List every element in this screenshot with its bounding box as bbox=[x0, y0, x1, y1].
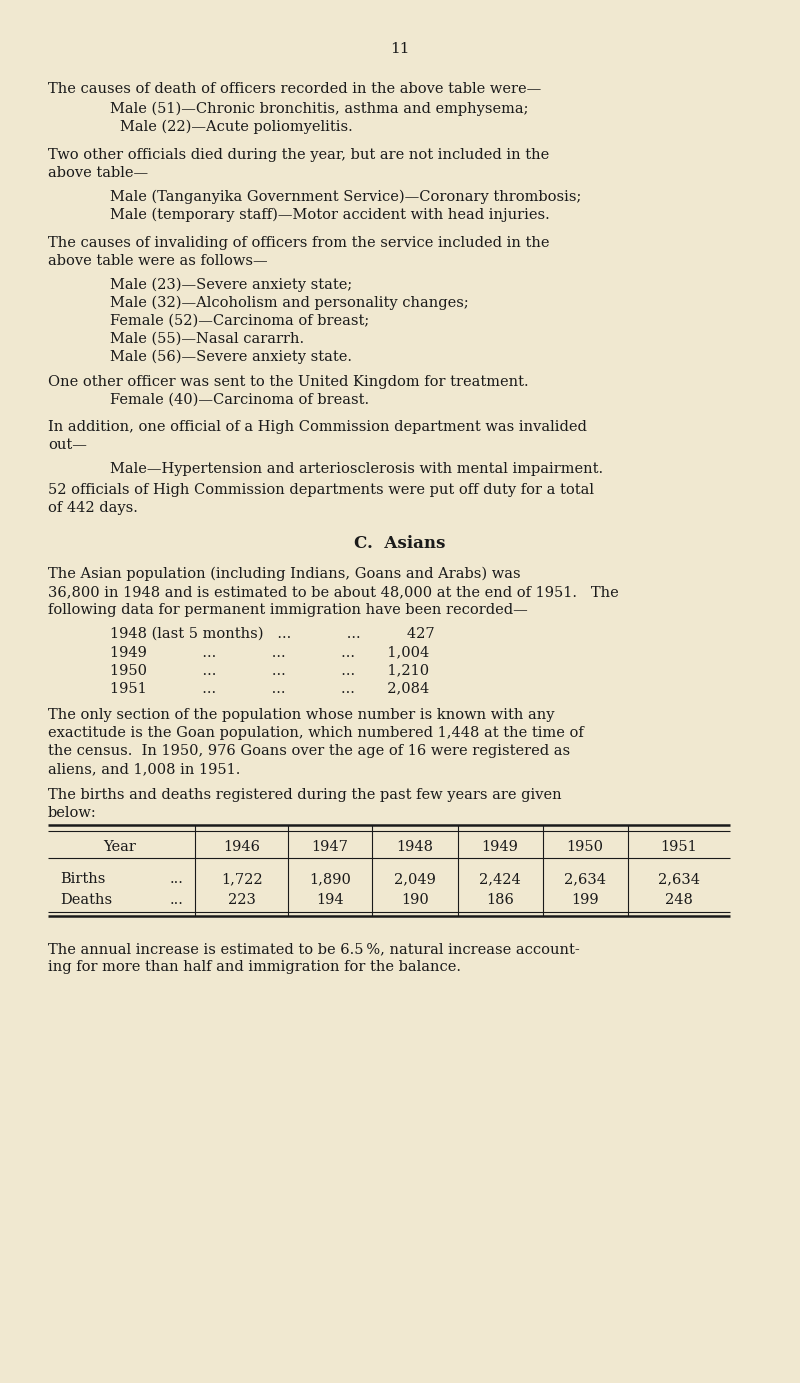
Text: 1946: 1946 bbox=[223, 839, 261, 853]
Text: 223: 223 bbox=[228, 893, 256, 907]
Text: The only section of the population whose number is known with any: The only section of the population whose… bbox=[48, 708, 554, 722]
Text: 1948: 1948 bbox=[397, 839, 434, 853]
Text: Male (55)—Nasal cararrh.: Male (55)—Nasal cararrh. bbox=[110, 332, 304, 346]
Text: 1,722: 1,722 bbox=[221, 873, 263, 887]
Text: 1948 (last 5 months)   ...            ...          427: 1948 (last 5 months) ... ... 427 bbox=[110, 626, 434, 640]
Text: Female (52)—Carcinoma of breast;: Female (52)—Carcinoma of breast; bbox=[110, 314, 370, 328]
Text: 248: 248 bbox=[665, 893, 693, 907]
Text: Two other officials died during the year, but are not included in the: Two other officials died during the year… bbox=[48, 148, 550, 162]
Text: 2,049: 2,049 bbox=[394, 873, 436, 887]
Text: above table were as follows—: above table were as follows— bbox=[48, 254, 268, 268]
Text: of 442 days.: of 442 days. bbox=[48, 501, 138, 514]
Text: C.  Asians: C. Asians bbox=[354, 535, 446, 552]
Text: out—: out— bbox=[48, 438, 87, 452]
Text: 2,634: 2,634 bbox=[564, 873, 606, 887]
Text: Male (Tanganyika Government Service)—Coronary thrombosis;: Male (Tanganyika Government Service)—Cor… bbox=[110, 189, 582, 205]
Text: 2,634: 2,634 bbox=[658, 873, 700, 887]
Text: 2,424: 2,424 bbox=[479, 873, 521, 887]
Text: 1951            ...            ...            ...       2,084: 1951 ... ... ... 2,084 bbox=[110, 680, 430, 696]
Text: aliens, and 1,008 in 1951.: aliens, and 1,008 in 1951. bbox=[48, 762, 240, 776]
Text: 194: 194 bbox=[316, 893, 344, 907]
Text: above table—: above table— bbox=[48, 166, 148, 180]
Text: 52 officials of High Commission departments were put off duty for a total: 52 officials of High Commission departme… bbox=[48, 483, 594, 496]
Text: below:: below: bbox=[48, 806, 97, 820]
Text: 190: 190 bbox=[401, 893, 429, 907]
Text: Deaths: Deaths bbox=[60, 893, 112, 907]
Text: ...: ... bbox=[170, 893, 184, 907]
Text: Female (40)—Carcinoma of breast.: Female (40)—Carcinoma of breast. bbox=[110, 393, 369, 407]
Text: Male (56)—Severe anxiety state.: Male (56)—Severe anxiety state. bbox=[110, 350, 352, 364]
Text: 1950: 1950 bbox=[566, 839, 603, 853]
Text: Births: Births bbox=[60, 873, 106, 887]
Text: The causes of death of officers recorded in the above table were—: The causes of death of officers recorded… bbox=[48, 82, 542, 95]
Text: Male (32)—Alcoholism and personality changes;: Male (32)—Alcoholism and personality cha… bbox=[110, 296, 469, 310]
Text: Male—Hypertension and arteriosclerosis with mental impairment.: Male—Hypertension and arteriosclerosis w… bbox=[110, 462, 603, 476]
Text: following data for permanent immigration have been recorded—: following data for permanent immigration… bbox=[48, 603, 528, 617]
Text: 199: 199 bbox=[571, 893, 599, 907]
Text: The annual increase is estimated to be 6.5 %, natural increase account-: The annual increase is estimated to be 6… bbox=[48, 942, 580, 956]
Text: Male (temporary staff)—Motor accident with head injuries.: Male (temporary staff)—Motor accident wi… bbox=[110, 207, 550, 223]
Text: 1949            ...            ...            ...       1,004: 1949 ... ... ... 1,004 bbox=[110, 644, 430, 660]
Text: Male (51)—Chronic bronchitis, asthma and emphysema;: Male (51)—Chronic bronchitis, asthma and… bbox=[110, 102, 529, 116]
Text: Year: Year bbox=[103, 839, 137, 853]
Text: The births and deaths registered during the past few years are given: The births and deaths registered during … bbox=[48, 788, 562, 802]
Text: 11: 11 bbox=[390, 41, 410, 55]
Text: 1,890: 1,890 bbox=[309, 873, 351, 887]
Text: 186: 186 bbox=[486, 893, 514, 907]
Text: Male (23)—Severe anxiety state;: Male (23)—Severe anxiety state; bbox=[110, 278, 352, 292]
Text: One other officer was sent to the United Kingdom for treatment.: One other officer was sent to the United… bbox=[48, 375, 529, 389]
Text: ing for more than half and immigration for the balance.: ing for more than half and immigration f… bbox=[48, 960, 461, 974]
Text: 36,800 in 1948 and is estimated to be about 48,000 at the end of 1951.   The: 36,800 in 1948 and is estimated to be ab… bbox=[48, 585, 618, 599]
Text: In addition, one official of a High Commission department was invalided: In addition, one official of a High Comm… bbox=[48, 420, 587, 434]
Text: 1947: 1947 bbox=[311, 839, 349, 853]
Text: 1949: 1949 bbox=[482, 839, 518, 853]
Text: ...: ... bbox=[170, 873, 184, 887]
Text: exactitude is the Goan population, which numbered 1,448 at the time of: exactitude is the Goan population, which… bbox=[48, 726, 584, 740]
Text: The causes of invaliding of officers from the service included in the: The causes of invaliding of officers fro… bbox=[48, 236, 550, 250]
Text: 1951: 1951 bbox=[661, 839, 698, 853]
Text: The Asian population (including Indians, Goans and Arabs) was: The Asian population (including Indians,… bbox=[48, 567, 521, 581]
Text: 1950            ...            ...            ...       1,210: 1950 ... ... ... 1,210 bbox=[110, 662, 429, 678]
Text: the census.  In 1950, 976 Goans over the age of 16 were registered as: the census. In 1950, 976 Goans over the … bbox=[48, 744, 570, 758]
Text: Male (22)—Acute poliomyelitis.: Male (22)—Acute poliomyelitis. bbox=[120, 120, 353, 134]
